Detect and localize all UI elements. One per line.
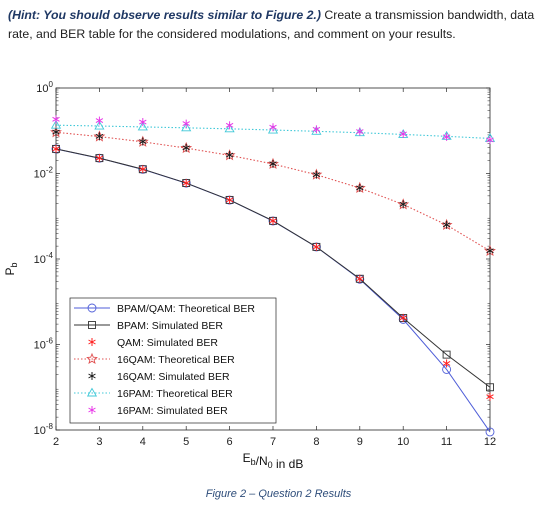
data-point xyxy=(139,118,147,127)
data-point xyxy=(354,127,365,137)
data-point xyxy=(442,132,451,141)
data-point xyxy=(356,274,364,283)
legend-entry: BPAM: Simulated BER xyxy=(74,320,223,332)
legend-marker xyxy=(86,352,98,365)
data-point xyxy=(486,383,494,392)
legend-entry: 16PAM: Theoretical BER xyxy=(74,387,233,400)
instruction-text: Create a transmission bandwidth, data ra… xyxy=(8,8,535,41)
data-point xyxy=(486,135,494,144)
legend-marker xyxy=(88,321,96,329)
x-tick-label: 4 xyxy=(140,436,146,448)
legend-box xyxy=(69,297,277,424)
series-4 xyxy=(52,128,494,255)
legend-marker xyxy=(88,372,96,380)
x-tick-label: 10 xyxy=(397,436,409,448)
data-point xyxy=(139,137,147,146)
plot-legend: BPAM/QAM: Theoretical BER BPAM: Simulated… xyxy=(69,297,277,424)
legend-entry: 16QAM: Simulated BER xyxy=(88,371,230,383)
x-tick-label: 12 xyxy=(484,436,496,448)
legend-label: 16PAM: Simulated BER xyxy=(117,405,228,417)
legend-label: QAM: Simulated BER xyxy=(117,337,218,349)
ber-figure: 2 3 4 5 6 7 8 9 10 11 12 100 10-2 10-4 10-6 10-8 Eb/N0 i… xyxy=(3,80,496,471)
series-6 xyxy=(52,115,494,144)
data-point xyxy=(182,143,190,152)
y-tick-label: 10-2 xyxy=(34,166,54,181)
data-point xyxy=(95,132,104,141)
data-point xyxy=(312,125,321,134)
data-point xyxy=(442,220,451,229)
legend-label: BPAM/QAM: Theoretical BER xyxy=(117,303,255,315)
y-tick-label: 10-6 xyxy=(34,337,54,352)
plot-series xyxy=(50,115,496,437)
instruction-paragraph: (Hint: You should observe results simila… xyxy=(8,6,548,44)
y-tick-label: 10-8 xyxy=(34,422,54,437)
data-point xyxy=(224,123,235,133)
data-point xyxy=(137,121,148,131)
x-tick-label: 6 xyxy=(227,436,233,448)
data-point xyxy=(52,144,60,153)
legend-entry: BPAM/QAM: Theoretical BER xyxy=(74,303,255,315)
legend-label: BPAM: Simulated BER xyxy=(117,320,223,332)
legend-entry: 16PAM: Simulated BER xyxy=(88,405,228,417)
data-point xyxy=(269,159,277,168)
data-point xyxy=(399,313,407,322)
data-point xyxy=(52,128,60,137)
data-point xyxy=(486,392,494,401)
figure-caption: Figure 2 – Question 2 Results xyxy=(205,488,352,500)
legend-marker xyxy=(86,387,98,397)
data-point xyxy=(225,195,234,204)
legend-marker xyxy=(87,303,97,313)
legend-label: 16PAM: Theoretical BER xyxy=(117,388,233,400)
hint-note: (Hint: You should observe results simila… xyxy=(8,8,321,22)
x-tick-label: 8 xyxy=(313,436,319,448)
x-tick-label: 7 xyxy=(270,436,276,448)
data-point xyxy=(442,359,451,368)
legend-marker xyxy=(88,406,96,414)
y-axis-label: Pb xyxy=(3,262,19,275)
data-point xyxy=(269,216,277,225)
y-tick-label: 10-4 xyxy=(34,251,54,266)
y-tick-label: 100 xyxy=(36,80,53,95)
legend-entry: 16QAM: Theoretical BER xyxy=(74,352,235,366)
data-point xyxy=(225,151,234,160)
series-line xyxy=(55,131,491,252)
data-point xyxy=(269,123,277,132)
legend-label: 16QAM: Theoretical BER xyxy=(117,354,235,366)
data-point xyxy=(312,242,321,251)
data-point xyxy=(225,121,234,130)
data-point xyxy=(94,120,105,130)
data-point xyxy=(312,170,321,179)
data-point xyxy=(95,116,104,125)
data-point xyxy=(399,200,407,209)
data-point xyxy=(442,350,451,359)
data-point xyxy=(50,119,62,129)
series-2 xyxy=(52,144,494,401)
data-point xyxy=(52,115,60,124)
data-point xyxy=(485,427,495,437)
legend-label: 16QAM: Simulated BER xyxy=(117,371,230,383)
x-tick-label: 3 xyxy=(96,436,102,448)
x-tick-label: 11 xyxy=(441,436,452,448)
x-axis-label: Eb/N0 in dB xyxy=(243,451,304,471)
data-point xyxy=(356,183,364,192)
x-tick-label: 5 xyxy=(183,436,189,448)
data-point xyxy=(486,246,494,255)
legend-marker xyxy=(88,338,96,346)
x-tick-label: 2 xyxy=(53,436,59,448)
x-tick-label: 9 xyxy=(357,436,363,448)
data-point xyxy=(356,127,364,136)
data-point xyxy=(182,179,190,188)
data-point xyxy=(139,165,147,174)
data-point xyxy=(267,124,279,134)
legend-entry: QAM: Simulated BER xyxy=(88,337,218,349)
data-point xyxy=(182,119,190,128)
data-point xyxy=(181,122,192,132)
data-point xyxy=(95,154,104,163)
data-point xyxy=(399,129,407,138)
